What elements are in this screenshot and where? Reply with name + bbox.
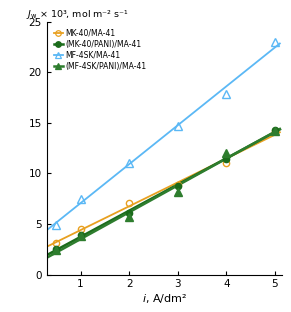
X-axis label: $i$, A/dm²: $i$, A/dm² [142, 292, 187, 305]
Text: $J_\mathregular{w}$ $\times$ 10³, mol m⁻² s⁻¹: $J_\mathregular{w}$ $\times$ 10³, mol m⁻… [26, 8, 129, 21]
Legend: MK-40/MA-41, (MK-40/PANI)/MA-41, MF-4SK/MA-41, (MF-4SK/PANI)/MA-41: MK-40/MA-41, (MK-40/PANI)/MA-41, MF-4SK/… [53, 28, 148, 71]
